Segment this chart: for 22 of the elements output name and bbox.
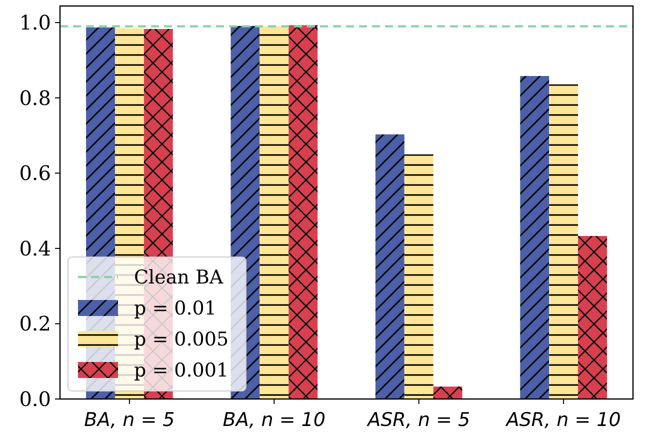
y-tick-label: 0.2	[19, 312, 51, 336]
y-tick-label: 0.0	[19, 387, 51, 411]
legend-label: p = 0.005	[134, 328, 229, 351]
legend-label: p = 0.01	[134, 298, 216, 320]
bar	[520, 76, 550, 399]
y-tick-label: 0.6	[19, 161, 51, 186]
bar	[260, 26, 289, 399]
x-tick-label: ASR, n = 10	[504, 409, 621, 431]
legend-label: Clean BA	[134, 266, 224, 289]
bar	[549, 84, 578, 399]
legend-label: p = 0.001	[134, 360, 229, 382]
y-tick-label: 0.8	[19, 86, 51, 110]
x-tick-label: BA, n = 10	[222, 409, 326, 431]
bar	[375, 134, 404, 399]
x-tick-label: BA, n = 5	[84, 409, 175, 431]
y-tick-label: 0.4	[19, 236, 51, 260]
bar	[578, 236, 607, 399]
bar	[433, 386, 462, 399]
bar	[404, 154, 434, 399]
bar	[288, 25, 318, 399]
x-tick-label: ASR, n = 5	[366, 409, 470, 431]
y-tick-label: 1.0	[19, 10, 51, 35]
